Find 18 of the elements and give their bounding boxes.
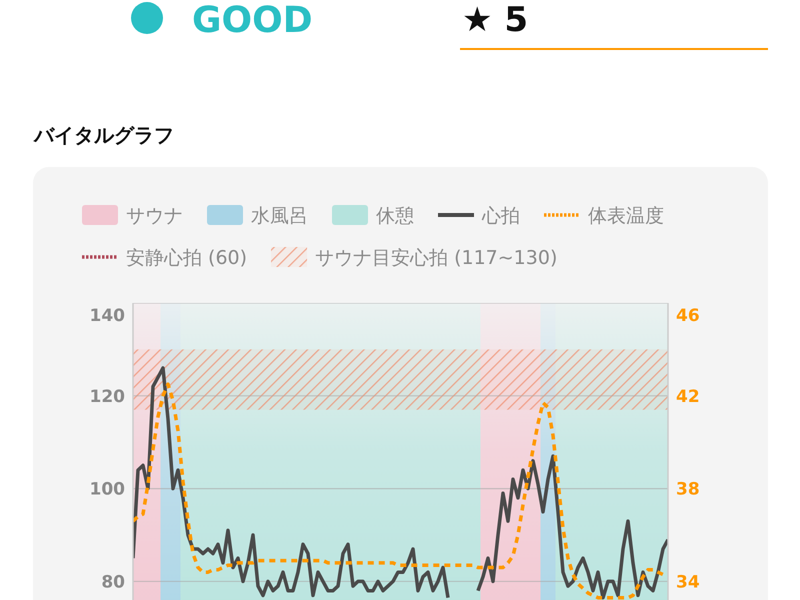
legend-label: サウナ目安心拍 (117~130): [315, 247, 558, 269]
chart-title: バイタルグラフ: [33, 123, 174, 147]
y-tick-label: 120: [90, 386, 126, 407]
legend-label: 体表温度: [588, 205, 664, 227]
legend-label: 水風呂: [251, 205, 308, 227]
y2-tick-label: 34: [676, 572, 700, 592]
legend-label: サウナ: [126, 205, 183, 227]
y2-tick-label: 38: [676, 480, 700, 500]
text: ★ 5: [462, 0, 528, 40]
y-tick-label: 100: [90, 480, 126, 500]
legend-label: 安静心拍 (60): [126, 247, 248, 269]
y-tick-label: 140: [90, 306, 126, 326]
y2-tick-label: 42: [676, 386, 700, 407]
text: GOOD: [192, 0, 313, 41]
legend-label: 心拍: [481, 205, 520, 227]
y-tick-label: 80: [101, 572, 126, 592]
legend-label: 休憩: [376, 205, 414, 227]
y2-tick-label: 46: [676, 306, 700, 326]
